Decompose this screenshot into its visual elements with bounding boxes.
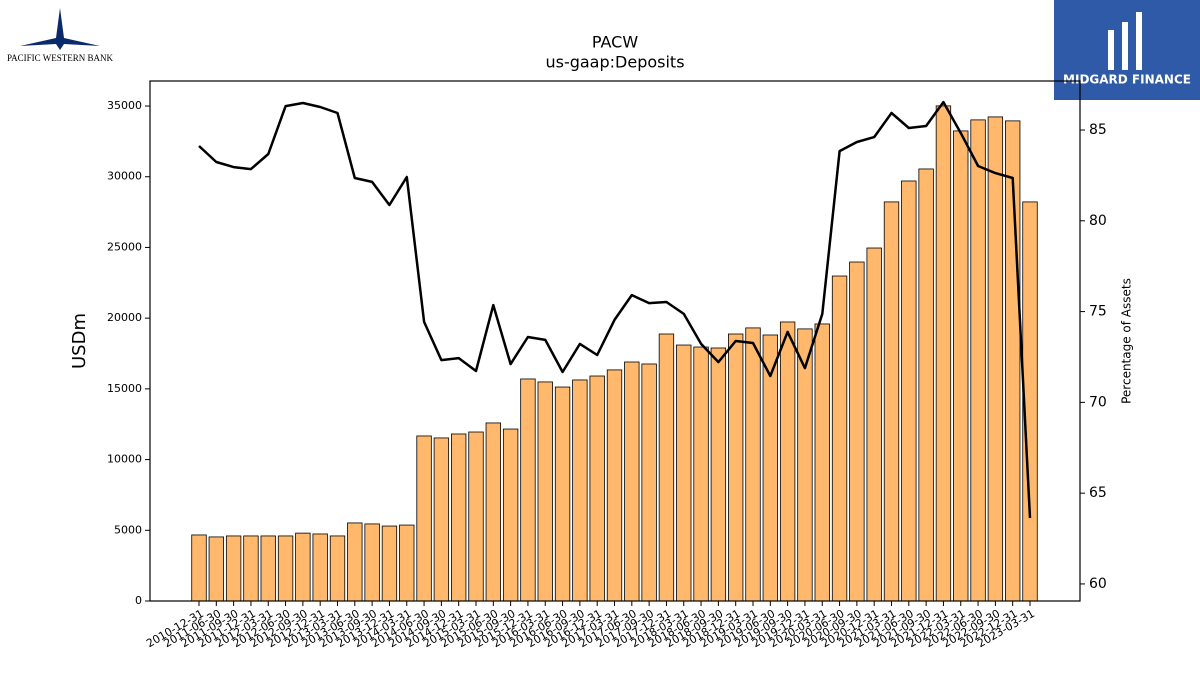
- y-tick-label: 0: [135, 594, 142, 607]
- bar: [606, 369, 623, 602]
- y-tick-label: 15000: [107, 382, 142, 395]
- logo-icon: [20, 8, 100, 50]
- bar: [520, 378, 536, 602]
- bar: [277, 535, 294, 602]
- bar: [502, 428, 519, 602]
- bar: [399, 524, 415, 602]
- bar: [381, 525, 398, 602]
- bar: [589, 375, 605, 602]
- bar: [468, 431, 484, 602]
- bar: [295, 532, 311, 602]
- left-logo: PACIFIC WESTERN BANK: [7, 8, 114, 63]
- bar: [970, 119, 986, 602]
- bar: [416, 435, 432, 602]
- bar: [728, 333, 744, 602]
- bar: [710, 347, 727, 602]
- y-tick-label: 20000: [107, 311, 142, 324]
- bar: [191, 534, 207, 602]
- y-tick-label: 25000: [107, 240, 142, 253]
- bar: [676, 344, 692, 602]
- y2-tick-label: 80: [1089, 213, 1107, 229]
- bar: [901, 180, 917, 602]
- logo-text: PACIFIC WESTERN BANK: [7, 53, 114, 63]
- bar: [208, 536, 224, 602]
- bar: [745, 327, 761, 602]
- bar: [831, 275, 848, 602]
- bar: [797, 328, 813, 602]
- y2-tick-label: 75: [1089, 304, 1107, 320]
- y2-tick-label: 70: [1089, 394, 1107, 410]
- bar: [329, 535, 346, 602]
- y2-tick-label: 60: [1089, 576, 1107, 592]
- bar: [953, 130, 969, 602]
- bar: [260, 535, 276, 602]
- y-tick-label: 5000: [114, 523, 142, 536]
- bar: [347, 522, 363, 602]
- bar: [243, 535, 259, 602]
- y-tick-label: 35000: [107, 99, 142, 112]
- y2-tick-label: 85: [1089, 122, 1107, 138]
- bar: [537, 381, 553, 602]
- y-tick-label: 10000: [107, 453, 142, 466]
- bar: [883, 201, 900, 602]
- bar: [433, 437, 450, 602]
- bar: [624, 361, 640, 602]
- chart-subtitle: us-gaap:Deposits: [545, 53, 684, 72]
- bar: [312, 533, 328, 602]
- bar: [935, 105, 952, 602]
- bar: [987, 116, 1004, 602]
- y2-tick-label: 65: [1089, 485, 1107, 501]
- y-tick-label: 30000: [107, 170, 142, 183]
- chart-title: PACW: [592, 33, 638, 52]
- bar: [364, 523, 380, 602]
- bar: [554, 386, 571, 602]
- bar: [641, 363, 657, 602]
- y-axis-label: USDm: [69, 313, 90, 369]
- bar: [658, 333, 675, 602]
- bar: [866, 247, 882, 602]
- y2-axis-label: Percentage of Assets: [1120, 278, 1134, 404]
- logo-icon: [1108, 12, 1142, 70]
- logo-text: MIDGARD FINANCE: [1063, 73, 1191, 87]
- bar: [693, 346, 709, 602]
- bar: [814, 323, 830, 602]
- bar: [572, 379, 588, 602]
- bar: [849, 261, 865, 602]
- bar: [225, 535, 242, 602]
- bar: [451, 433, 467, 602]
- right-logo: MIDGARD FINANCE: [1054, 0, 1200, 100]
- line: [198, 100, 1032, 519]
- bar: [779, 321, 796, 602]
- bar: [918, 168, 934, 602]
- bar: [485, 422, 501, 602]
